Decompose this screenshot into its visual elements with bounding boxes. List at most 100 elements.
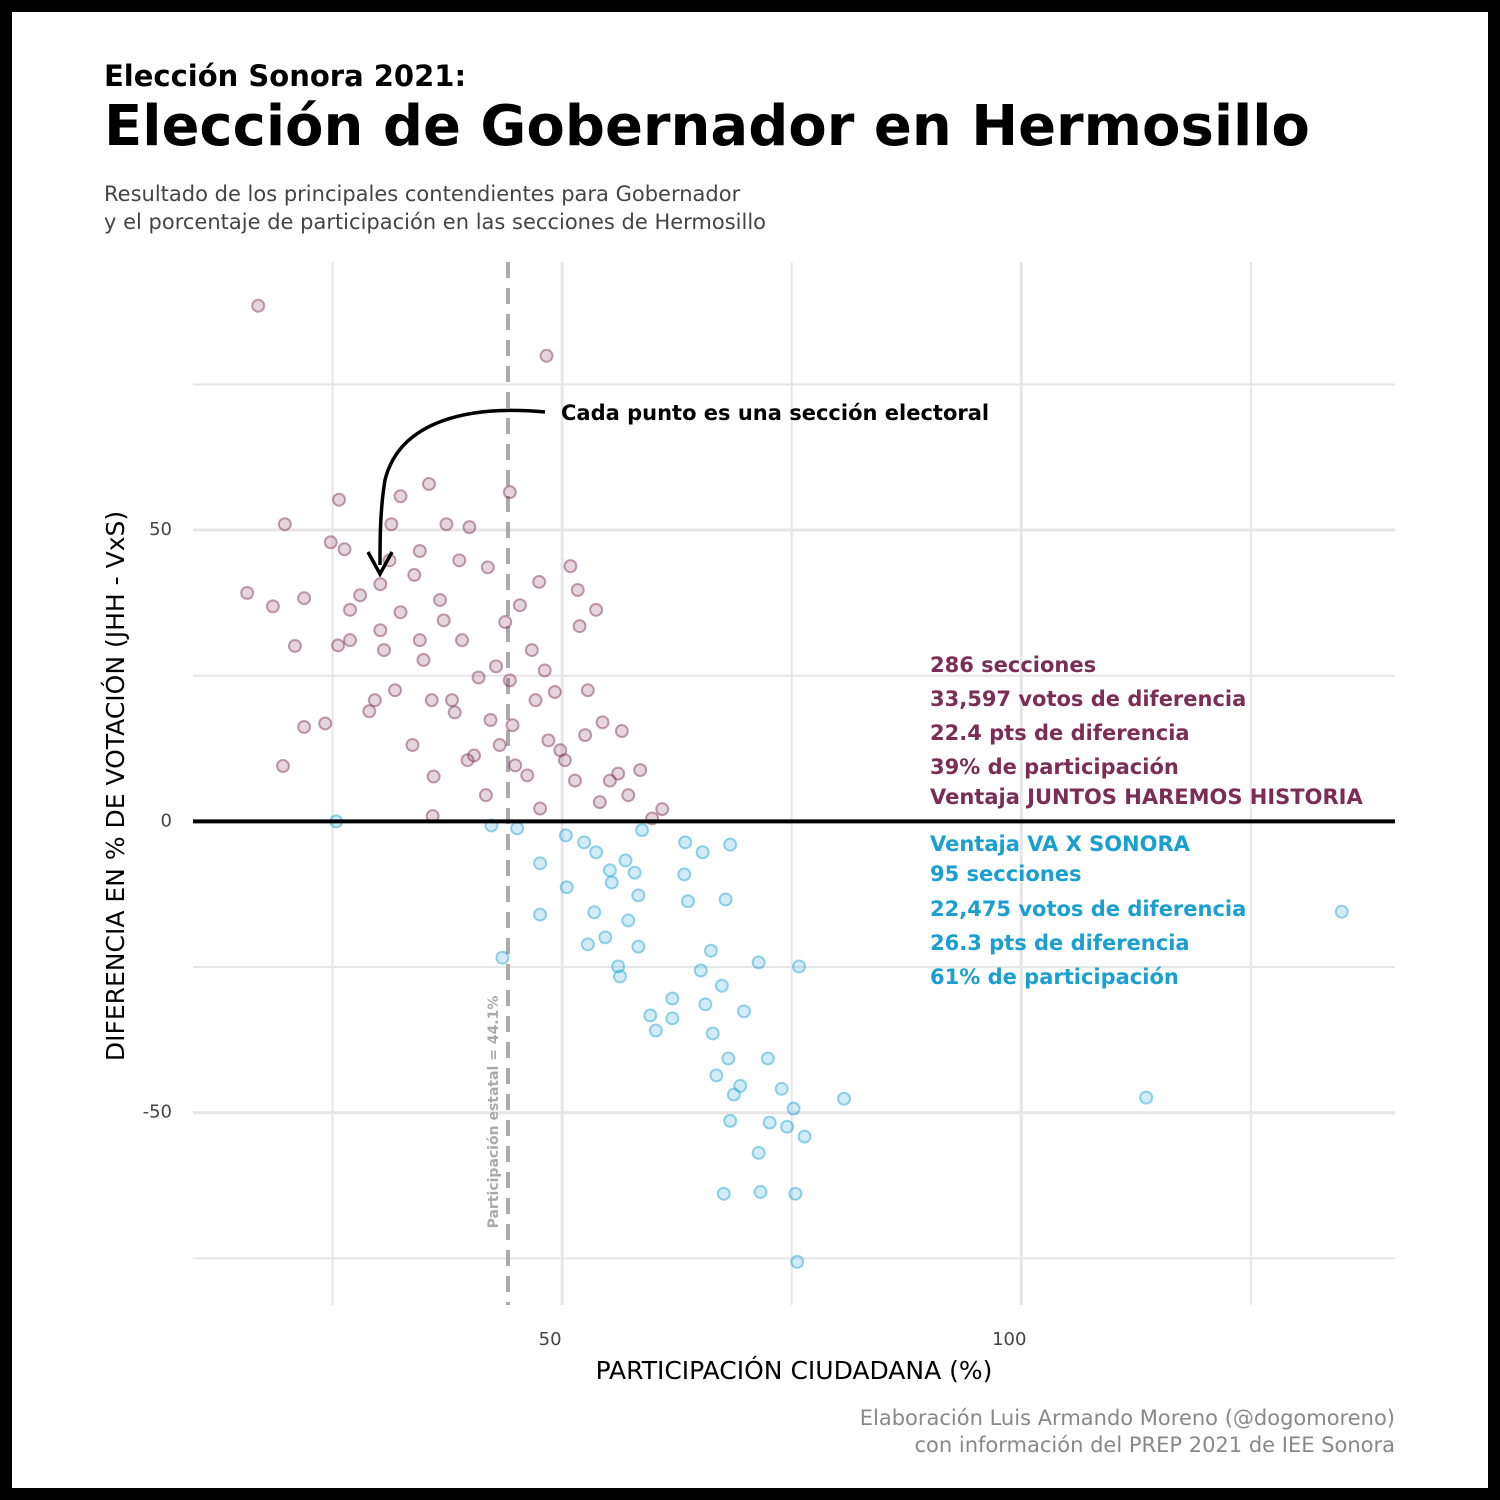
point xyxy=(780,1119,795,1134)
point xyxy=(762,1115,777,1130)
point xyxy=(557,753,572,768)
point xyxy=(367,693,382,708)
point xyxy=(693,963,708,978)
point xyxy=(635,823,650,838)
point xyxy=(407,567,422,582)
point xyxy=(602,863,617,878)
point xyxy=(424,693,439,708)
stat-annotation: 95 secciones xyxy=(930,862,1082,886)
point xyxy=(240,585,255,600)
point xyxy=(277,517,292,532)
point xyxy=(792,959,807,974)
point xyxy=(753,1184,768,1199)
point xyxy=(751,1145,766,1160)
point xyxy=(621,913,636,928)
point xyxy=(412,633,427,648)
point xyxy=(480,560,495,575)
stat-annotation: 22,475 votos de diferencia xyxy=(930,897,1246,921)
point xyxy=(416,652,431,667)
caption: Elaboración Luis Armando Moreno (@dogomo… xyxy=(860,1406,1395,1430)
point xyxy=(353,588,368,603)
point xyxy=(611,959,626,974)
point xyxy=(695,845,710,860)
point xyxy=(251,298,266,313)
point xyxy=(362,704,377,719)
point xyxy=(287,638,302,653)
point xyxy=(788,1186,803,1201)
point xyxy=(631,888,646,903)
point xyxy=(452,553,467,568)
point xyxy=(602,773,617,788)
point xyxy=(331,638,346,653)
point xyxy=(726,1087,741,1102)
subtitle: Resultado de los principales contendient… xyxy=(104,182,741,206)
y-tick-label: -50 xyxy=(143,1102,172,1123)
background xyxy=(12,12,1488,1488)
point xyxy=(337,542,352,557)
point xyxy=(570,583,585,598)
point xyxy=(786,1101,801,1116)
point xyxy=(733,1078,748,1093)
stat-annotation: 61% de participación xyxy=(930,965,1179,989)
point xyxy=(721,1051,736,1066)
point xyxy=(505,718,520,733)
point xyxy=(297,719,312,734)
arrow xyxy=(378,408,546,566)
point xyxy=(533,856,548,871)
point xyxy=(774,1081,789,1096)
y-tick-label: 50 xyxy=(149,519,172,540)
point xyxy=(716,1186,731,1201)
point xyxy=(533,907,548,922)
point xyxy=(580,937,595,952)
point xyxy=(589,845,604,860)
x-tick-label: 100 xyxy=(992,1329,1026,1350)
point xyxy=(393,489,408,504)
point xyxy=(528,693,543,708)
point xyxy=(508,758,523,773)
chart-title: Elección de Gobernador en Hermosillo xyxy=(104,94,1310,159)
point xyxy=(643,1008,658,1023)
point xyxy=(578,728,593,743)
stat-annotation: 26.3 pts de diferencia xyxy=(930,931,1190,955)
point xyxy=(323,535,338,550)
point xyxy=(572,619,587,634)
point xyxy=(621,788,636,803)
point xyxy=(541,733,556,748)
point xyxy=(680,894,695,909)
stat-annotation: Ventaja JUNTOS HAREMOS HISTORIA xyxy=(930,785,1363,809)
point xyxy=(520,768,535,783)
point xyxy=(751,955,766,970)
point xyxy=(495,950,510,965)
point xyxy=(563,559,578,574)
point xyxy=(343,602,358,617)
point xyxy=(577,835,592,850)
point xyxy=(631,939,646,954)
stat-annotation: Ventaja VA X SONORA xyxy=(930,832,1191,856)
point xyxy=(332,492,347,507)
point xyxy=(611,766,626,781)
point xyxy=(265,599,280,614)
stat-annotation: 286 secciones xyxy=(930,653,1096,677)
point xyxy=(598,930,613,945)
point xyxy=(532,574,547,589)
point xyxy=(373,623,388,638)
point xyxy=(587,905,602,920)
point xyxy=(433,592,448,607)
point xyxy=(1139,1090,1154,1105)
point xyxy=(698,997,713,1012)
point xyxy=(405,738,420,753)
point xyxy=(462,520,477,535)
point xyxy=(524,643,539,658)
point xyxy=(447,705,462,720)
point xyxy=(539,348,554,363)
point xyxy=(412,544,427,559)
point xyxy=(665,1011,680,1026)
point xyxy=(709,1068,724,1083)
point xyxy=(502,485,517,500)
point xyxy=(421,477,436,492)
x-axis-label: PARTICIPACIÓN CIUDADANA (%) xyxy=(596,1355,993,1385)
point xyxy=(790,1254,805,1269)
arrow-head xyxy=(366,551,394,578)
point xyxy=(595,715,610,730)
